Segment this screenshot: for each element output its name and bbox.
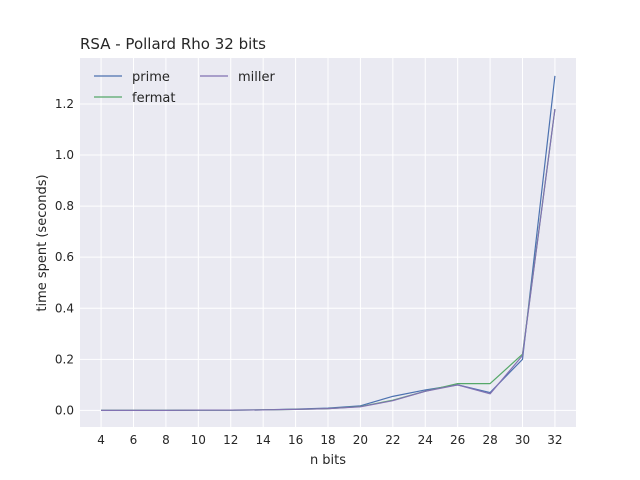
x-tick-label: 24 <box>418 433 433 447</box>
y-tick-label: 0.8 <box>55 199 74 213</box>
legend: prime fermat miller <box>94 70 275 106</box>
x-tick-label: 4 <box>97 433 105 447</box>
x-tick-label: 18 <box>320 433 335 447</box>
grid <box>80 58 576 427</box>
legend-label-fermat: fermat <box>132 91 175 106</box>
series-line-miller <box>101 108 556 411</box>
y-tick-label: 1.0 <box>55 148 74 162</box>
y-tick-label: 0.2 <box>55 352 74 366</box>
legend-label-prime: prime <box>132 70 170 85</box>
x-tick-label: 26 <box>450 433 465 447</box>
x-tick-label: 10 <box>191 433 206 447</box>
x-axis-label: n bits <box>310 453 346 468</box>
x-tick-label: 28 <box>482 433 497 447</box>
legend-label-miller: miller <box>238 70 275 85</box>
x-tick-label: 20 <box>353 433 368 447</box>
y-tick-labels: 0.0 0.2 0.4 0.6 0.8 1.0 1.2 <box>55 97 74 417</box>
x-tick-label: 30 <box>515 433 530 447</box>
series-lines <box>101 75 556 411</box>
y-tick-label: 0.6 <box>55 250 74 264</box>
x-tick-labels: 4 6 8 10 12 14 16 18 20 22 24 26 28 30 32 <box>97 433 562 447</box>
y-tick-label: 0.0 <box>55 403 74 417</box>
x-tick-label: 8 <box>162 433 170 447</box>
x-tick-label: 32 <box>547 433 562 447</box>
x-tick-label: 14 <box>256 433 271 447</box>
y-tick-label: 0.4 <box>55 301 74 315</box>
chart-title: RSA - Pollard Rho 32 bits <box>80 35 266 53</box>
x-tick-label: 16 <box>288 433 303 447</box>
x-tick-label: 6 <box>130 433 138 447</box>
x-tick-label: 22 <box>385 433 400 447</box>
y-tick-label: 1.2 <box>55 97 74 111</box>
x-tick-label: 12 <box>223 433 238 447</box>
y-axis-label: time spent (seconds) <box>35 174 50 311</box>
